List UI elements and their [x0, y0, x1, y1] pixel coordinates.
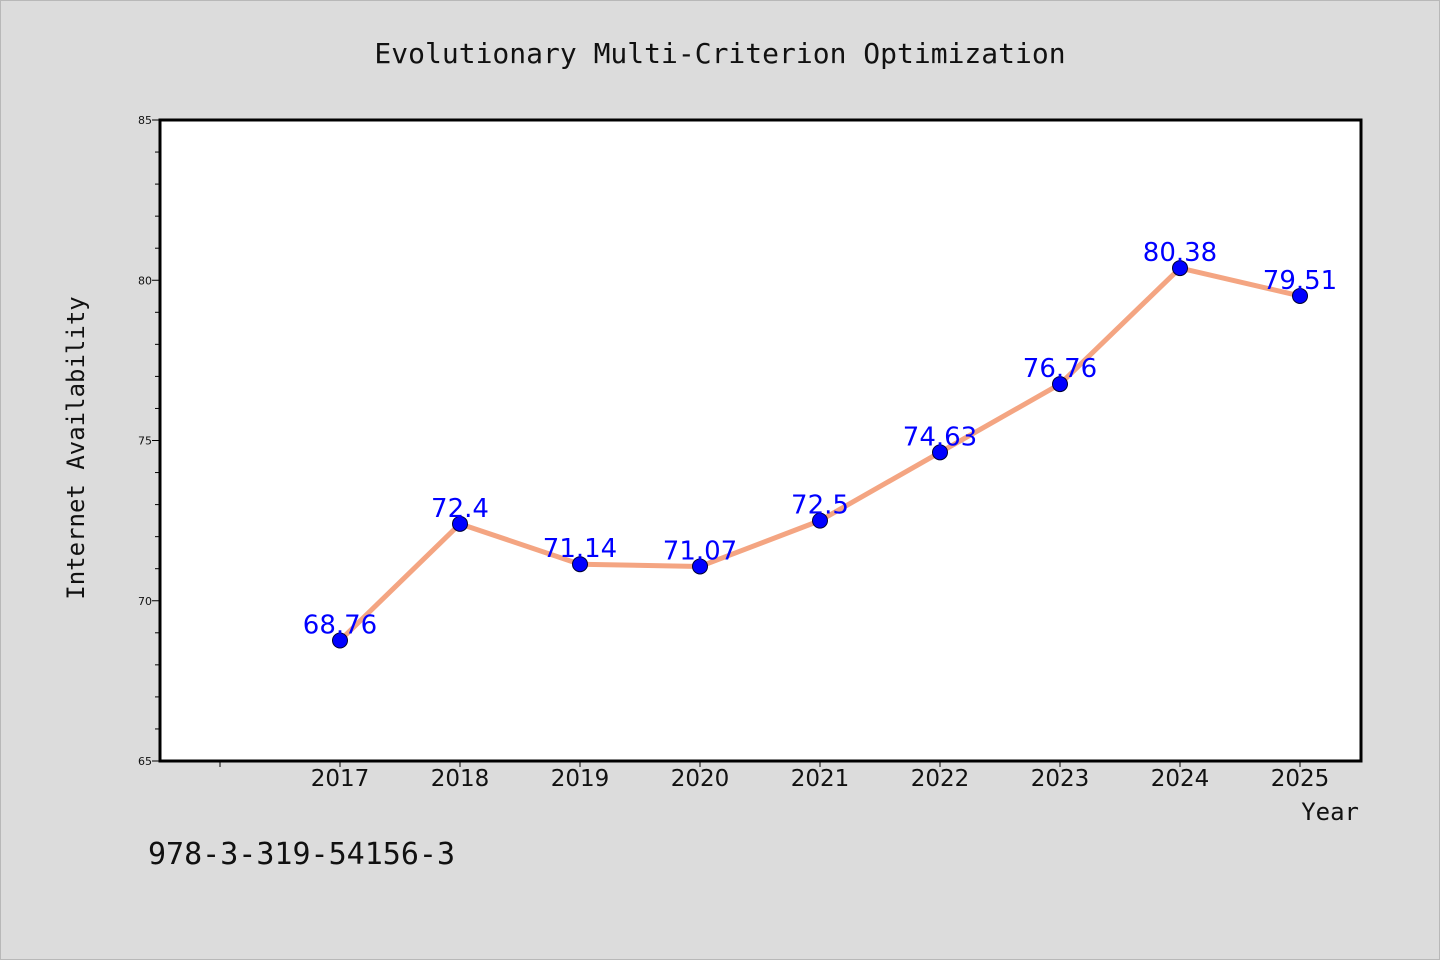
- x-tick-label: 2017: [311, 766, 370, 792]
- y-axis-label: Internet Availability: [62, 296, 90, 599]
- data-label: 74.63: [903, 422, 977, 452]
- data-point: [1052, 376, 1068, 393]
- data-label: 80.38: [1143, 238, 1217, 268]
- x-tick-label: 2024: [1151, 766, 1210, 792]
- series-layer: [332, 260, 1308, 649]
- data-label: 68.76: [303, 610, 377, 640]
- data-label: 72.5: [791, 491, 849, 521]
- data-label-layer: 68.76 72.4 71.14 71.07 72.5 74.63 76.76 80.38 79…: [303, 238, 1337, 640]
- data-point: [452, 515, 468, 532]
- y-axis: 65 70 75 80 85: [138, 114, 160, 768]
- data-label: 72.4: [431, 494, 489, 524]
- x-axis: 2017 2018 2019 2020 2021 2022 2023 2024 2025: [219, 761, 1330, 792]
- data-point: [692, 558, 708, 575]
- data-point: [812, 512, 828, 529]
- x-tick-label: 2021: [791, 766, 850, 792]
- chart-title: Evolutionary Multi-Criterion Optimizatio…: [374, 37, 1065, 70]
- data-point: [572, 556, 588, 573]
- y-tick-label: 75: [138, 435, 152, 448]
- data-label: 71.07: [663, 536, 737, 566]
- data-label: 76.76: [1023, 354, 1097, 384]
- data-point: [1292, 287, 1308, 304]
- x-tick-label: 2020: [671, 766, 730, 792]
- x-tick-label: 2022: [911, 766, 970, 792]
- data-point: [332, 632, 348, 649]
- y-tick-label: 70: [138, 595, 152, 608]
- y-tick-label: 80: [138, 274, 152, 287]
- x-tick-label: 2023: [1031, 766, 1090, 792]
- isbn-footnote: 978-3-319-54156-3: [148, 837, 455, 872]
- y-tick-label: 65: [138, 755, 152, 768]
- plot-area: [158, 118, 1363, 763]
- x-axis-label: Year: [1301, 798, 1359, 826]
- x-tick-label: 2018: [431, 766, 490, 792]
- data-point: [1172, 260, 1188, 277]
- x-tick-label: 2025: [1271, 766, 1330, 792]
- x-tick-label: 2019: [551, 766, 610, 792]
- data-label: 79.51: [1263, 266, 1337, 296]
- data-label: 71.14: [543, 534, 617, 564]
- data-point: [932, 444, 948, 461]
- y-tick-label: 85: [138, 114, 152, 127]
